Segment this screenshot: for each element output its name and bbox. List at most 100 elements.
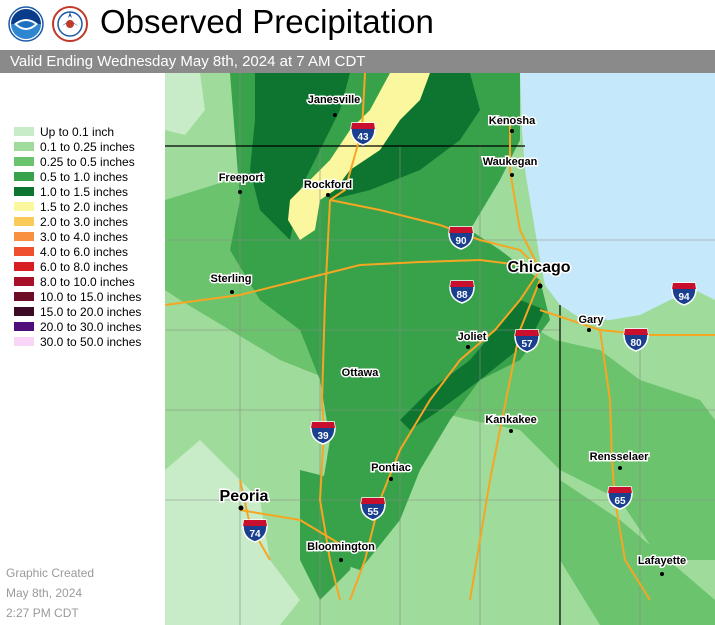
city-dot: [537, 283, 543, 289]
city-label: Sterling: [211, 273, 252, 285]
shield-number: 88: [456, 290, 468, 301]
interstate-shield: 74: [242, 519, 268, 543]
legend-item: 1.0 to 1.5 inches: [14, 184, 141, 199]
legend-item: 8.0 to 10.0 inches: [14, 274, 141, 289]
city-dot: [587, 328, 591, 332]
city-label: Ottawa: [342, 367, 380, 379]
interstate-shield: 57: [514, 329, 540, 353]
city-label: Peoria: [220, 488, 269, 505]
precipitation-map: 43 90 88 94 57 80 39 55 65 74 Janesville Kenosha Fr…: [165, 73, 715, 625]
shield-number: 39: [317, 431, 329, 442]
city-dot: [466, 345, 470, 349]
precip-area-very-heavy: [400, 300, 545, 430]
legend-label: 6.0 to 8.0 inches: [40, 259, 129, 274]
city-dot: [510, 173, 514, 177]
legend-item: Up to 0.1 inch: [14, 124, 141, 139]
legend-swatch: [14, 262, 34, 271]
legend-label: 2.0 to 3.0 inches: [40, 214, 129, 229]
precip-area-very-heavy: [250, 73, 350, 240]
legend-swatch: [14, 217, 34, 226]
legend-label: 3.0 to 4.0 inches: [40, 229, 129, 244]
shield-number: 94: [678, 292, 690, 303]
precip-area-lightest: [165, 440, 300, 625]
legend: Up to 0.1 inch 0.1 to 0.25 inches 0.25 to …: [14, 124, 141, 349]
city-label: Waukegan: [483, 156, 538, 168]
interstate-shield: 94: [671, 282, 697, 306]
graphic-credit: Graphic Created May 8th, 2024 2:27 PM CD…: [6, 563, 94, 623]
legend-swatch: [14, 232, 34, 241]
legend-swatch: [14, 202, 34, 211]
interstate-shield: 39: [310, 421, 336, 445]
cities-layer: Janesville Kenosha Freeport Rockford Waukega…: [209, 93, 688, 576]
interstate-shield: 55: [360, 497, 386, 521]
legend-label: 1.5 to 2.0 inches: [40, 199, 129, 214]
legend-swatch: [14, 127, 34, 136]
legend-swatch: [14, 307, 34, 316]
noaa-logo: [8, 6, 44, 42]
legend-swatch: [14, 157, 34, 166]
city-dot: [660, 572, 664, 576]
header: Observed Precipitation: [0, 0, 715, 50]
legend-item: 0.1 to 0.25 inches: [14, 139, 141, 154]
legend-swatch: [14, 322, 34, 331]
legend-label: 0.1 to 0.25 inches: [40, 139, 135, 154]
city-label: Janesville: [308, 94, 361, 106]
interstate-shield: 88: [449, 280, 475, 304]
city-dot: [510, 129, 514, 133]
legend-item: 6.0 to 8.0 inches: [14, 259, 141, 274]
legend-swatch: [14, 247, 34, 256]
legend-item: 2.0 to 3.0 inches: [14, 214, 141, 229]
legend-swatch: [14, 142, 34, 151]
city-label: Chicago: [507, 259, 570, 276]
valid-time-subtitle: Valid Ending Wednesday May 8th, 2024 at …: [10, 53, 366, 70]
interstate-shield: 90: [448, 226, 474, 250]
city-dot: [238, 190, 242, 194]
precip-area-medium: [560, 480, 715, 625]
shield-number: 80: [630, 338, 642, 349]
city-dot: [509, 429, 513, 433]
legend-label: 10.0 to 15.0 inches: [40, 289, 142, 304]
legend-item: 4.0 to 6.0 inches: [14, 244, 141, 259]
legend-label: 30.0 to 50.0 inches: [40, 334, 142, 349]
shield-number: 74: [249, 529, 261, 540]
legend-label: 0.5 to 1.0 inches: [40, 169, 129, 184]
legend-swatch: [14, 292, 34, 301]
legend-item: 20.0 to 30.0 inches: [14, 319, 141, 334]
precip-area-heavy: [300, 470, 360, 600]
legend-item: 1.5 to 2.0 inches: [14, 199, 141, 214]
legend-item: 10.0 to 15.0 inches: [14, 289, 141, 304]
legend-item: 15.0 to 20.0 inches: [14, 304, 141, 319]
legend-label: 15.0 to 20.0 inches: [40, 304, 142, 319]
page-title: Observed Precipitation: [100, 3, 434, 40]
city-dot: [359, 374, 363, 378]
legend-swatch: [14, 172, 34, 181]
shields-layer: 43 90 88 94 57 80 39 55 65 74: [242, 122, 697, 543]
city-dot: [389, 477, 393, 481]
shield-number: 43: [357, 132, 369, 143]
credit-line: May 8th, 2024: [6, 586, 83, 600]
lake-michigan: [520, 73, 715, 320]
legend-label: 0.25 to 0.5 inches: [40, 154, 135, 169]
legend-label: Up to 0.1 inch: [40, 124, 115, 139]
legend-item: 30.0 to 50.0 inches: [14, 334, 141, 349]
city-label: Bloomington: [307, 541, 375, 553]
city-dot: [326, 193, 330, 197]
nws-logo: [52, 6, 88, 42]
interstate-shield: 80: [623, 328, 649, 352]
city-dot: [333, 113, 337, 117]
credit-line: 2:27 PM CDT: [6, 606, 79, 620]
city-dot: [339, 558, 343, 562]
interstate-shield: 43: [350, 122, 376, 146]
legend-label: 8.0 to 10.0 inches: [40, 274, 135, 289]
legend-swatch: [14, 277, 34, 286]
city-dot: [230, 290, 234, 294]
shield-number: 57: [521, 339, 533, 350]
legend-item: 0.5 to 1.0 inches: [14, 169, 141, 184]
city-label: Pontiac: [371, 462, 411, 474]
shield-number: 55: [367, 507, 379, 518]
city-label: Lafayette: [638, 555, 686, 567]
precip-area-yellow: [288, 73, 430, 240]
city-dot: [238, 505, 244, 511]
shield-number: 65: [614, 496, 626, 507]
precip-area-very-heavy: [320, 73, 480, 200]
